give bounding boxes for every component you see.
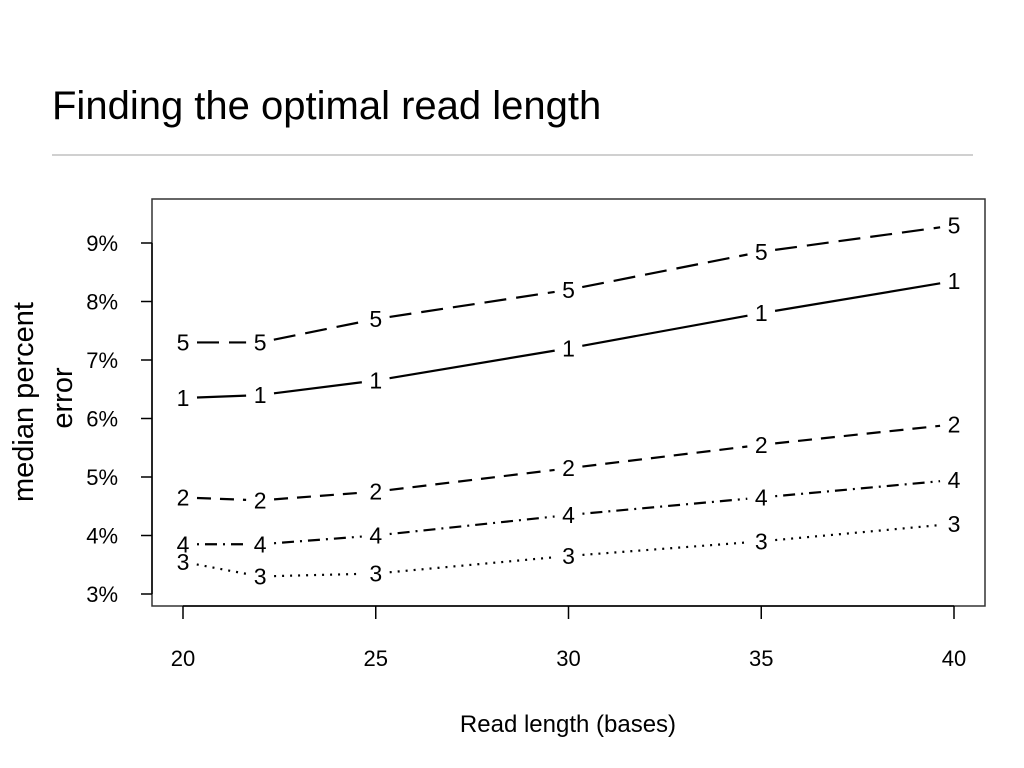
series-1-point-label: 1 <box>177 385 190 411</box>
y-axis-title-line-2: error <box>47 367 79 429</box>
y-tick-label: 6% <box>86 407 118 432</box>
y-axis: 3% 4% 5% 6% 7% 8% 9% <box>86 231 153 607</box>
series-2-point-label: 2 <box>755 432 768 458</box>
series-5-point-label: 5 <box>177 329 190 355</box>
y-tick-label: 4% <box>86 524 118 549</box>
series-4-point-label: 4 <box>755 484 768 510</box>
series-2-segment <box>273 491 362 501</box>
y-tick-label: 3% <box>86 582 118 607</box>
series-5-segment <box>273 320 363 341</box>
series-3-point-label: 3 <box>755 528 768 554</box>
series-3-segment <box>274 572 362 578</box>
series-2-point-label: 2 <box>562 455 575 481</box>
series-3-segment <box>196 563 247 575</box>
series-1-segment <box>774 282 941 312</box>
series-4-segment <box>582 497 748 515</box>
x-axis-title: Read length (bases) <box>460 711 676 738</box>
series-3-point-label: 3 <box>177 549 190 575</box>
series-5-segment <box>774 226 941 251</box>
series-3-segment <box>582 541 748 557</box>
series-3-point-label: 3 <box>948 511 961 537</box>
y-axis-title-line-1: median percent <box>8 302 40 502</box>
y-axis-title: median percent error <box>8 294 79 502</box>
series-1-point-label: 1 <box>254 382 267 408</box>
x-tick-label: 35 <box>749 646 773 671</box>
series-5-point-label: 5 <box>755 239 768 265</box>
series-2-segment <box>582 445 748 468</box>
series-3: 3 3 3 3 3 3 <box>177 511 961 590</box>
series-4-segment <box>389 515 555 536</box>
series-4: 4 4 4 4 4 4 <box>177 467 961 557</box>
series-1-segment <box>196 394 247 399</box>
series-3-point-label: 3 <box>254 563 267 589</box>
title-divider <box>52 154 973 156</box>
x-tick-label: 20 <box>171 646 195 671</box>
series-1-point-label: 1 <box>948 268 961 294</box>
series-1-point-label: 1 <box>369 367 382 393</box>
series-4-point-label: 4 <box>369 523 382 549</box>
series-2-segment <box>196 496 247 501</box>
series-2-segment <box>775 424 941 445</box>
series-3-point-label: 3 <box>562 543 575 569</box>
y-tick-label: 7% <box>86 348 118 373</box>
x-tick-label: 25 <box>364 646 388 671</box>
series-5-point-label: 5 <box>254 329 267 355</box>
y-tick-label: 8% <box>86 290 118 315</box>
series-2-point-label: 2 <box>948 411 961 437</box>
series-3-point-label: 3 <box>369 561 382 587</box>
series-2-point-label: 2 <box>369 479 382 505</box>
series-2-point-label: 2 <box>177 484 190 510</box>
series-4-point-label: 4 <box>948 467 961 493</box>
series-1-segment <box>273 381 362 395</box>
x-tick-label: 30 <box>556 646 580 671</box>
series-4-point-label: 4 <box>562 502 575 528</box>
series-2-segment <box>389 468 555 492</box>
y-tick-label: 5% <box>86 465 118 490</box>
slide-title: Finding the optimal read length <box>52 84 602 128</box>
series-5-point-label: 5 <box>369 306 382 332</box>
series-5-segment <box>389 290 555 319</box>
series-1-segment <box>582 314 748 347</box>
series-2-point-label: 2 <box>254 487 267 513</box>
series-5: 5 5 5 5 5 5 <box>177 212 961 355</box>
series-5-point-label: 5 <box>948 212 961 238</box>
x-axis: 20 25 30 35 40 <box>171 605 966 671</box>
series-4-segment <box>273 535 362 545</box>
series-3-segment <box>389 556 555 574</box>
series-5-point-label: 5 <box>562 277 575 303</box>
series-1-segment <box>389 349 555 380</box>
series-1: 1 1 1 1 1 1 <box>177 268 961 411</box>
series-4-point-label: 4 <box>177 531 190 557</box>
series-2: 2 2 2 2 2 2 <box>177 411 961 513</box>
series-1-point-label: 1 <box>755 300 768 326</box>
series-3-segment <box>775 523 941 542</box>
series-1-point-label: 1 <box>562 335 575 361</box>
y-tick-label: 9% <box>86 231 118 256</box>
series-5-segment <box>582 253 748 289</box>
x-tick-label: 40 <box>942 646 966 671</box>
series-4-point-label: 4 <box>254 531 267 557</box>
series-4-segment <box>775 480 941 498</box>
